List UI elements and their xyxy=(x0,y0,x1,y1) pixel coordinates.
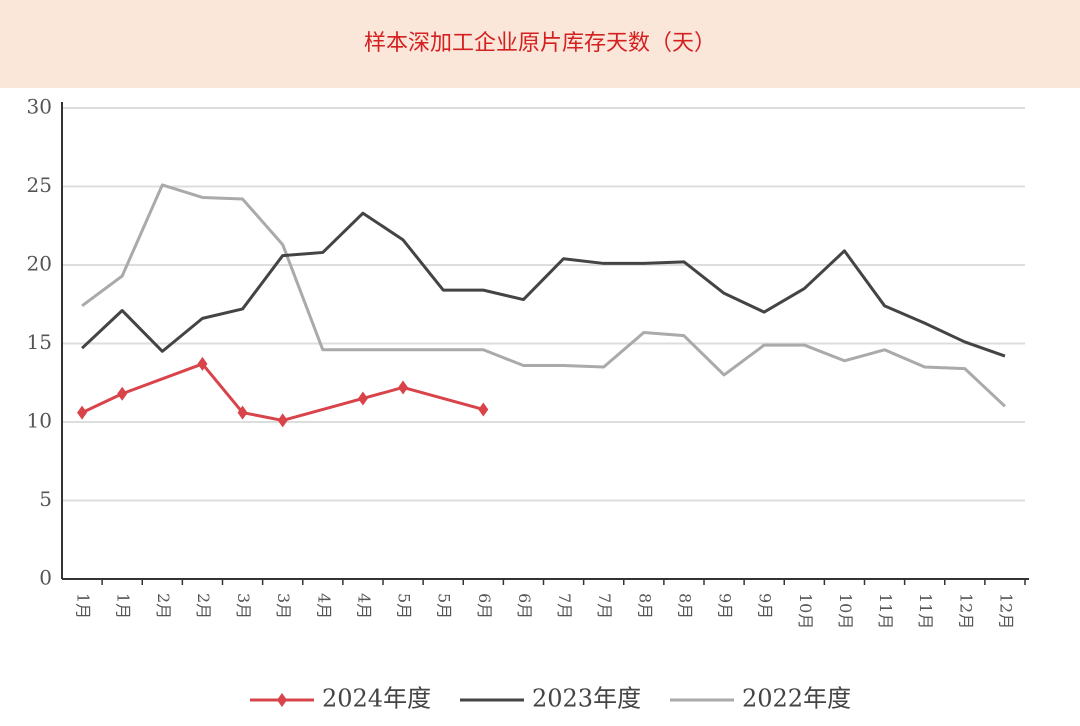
x-tick-label: 9月 xyxy=(756,593,775,619)
y-tick-label: 20 xyxy=(27,252,52,276)
legend-label: 2023年度 xyxy=(532,685,641,713)
legend-label: 2024年度 xyxy=(322,685,431,713)
marker xyxy=(117,386,128,401)
x-tick-label: 10月 xyxy=(836,593,855,629)
marker xyxy=(237,405,248,420)
x-tick-label: 5月 xyxy=(435,593,454,619)
x-tick-label: 7月 xyxy=(555,593,574,619)
x-tick-label: 10月 xyxy=(796,593,815,629)
x-tick-label: 4月 xyxy=(354,593,373,619)
x-tick-label: 5月 xyxy=(395,593,414,619)
y-tick-label: 0 xyxy=(39,566,52,590)
y-tick-label: 25 xyxy=(27,173,52,197)
x-tick-label: 4月 xyxy=(314,593,333,619)
y-tick-label: 5 xyxy=(39,487,52,511)
marker xyxy=(398,380,409,395)
x-tick-label: 12月 xyxy=(996,593,1015,629)
marker xyxy=(357,391,368,406)
x-tick-label: 12月 xyxy=(956,593,975,629)
title-bar xyxy=(0,0,1080,88)
x-tick-label: 3月 xyxy=(234,593,253,619)
x-tick-label: 9月 xyxy=(716,593,735,619)
x-tick-label: 7月 xyxy=(595,593,614,619)
series-line xyxy=(81,183,1006,408)
marker xyxy=(478,402,489,417)
marker xyxy=(77,405,88,420)
marker xyxy=(197,356,208,371)
y-tick-label: 10 xyxy=(27,409,52,433)
chart-title: 样本深加工企业原片库存天数（天） xyxy=(364,31,716,56)
x-tick-label: 6月 xyxy=(515,593,534,619)
legend-label: 2022年度 xyxy=(742,685,851,713)
x-tick-label: 8月 xyxy=(635,593,654,619)
x-tick-label: 2月 xyxy=(154,593,173,619)
x-tick-label: 11月 xyxy=(916,593,935,629)
x-tick-label: 2月 xyxy=(194,593,213,619)
series-line xyxy=(81,211,1006,358)
y-tick-label: 30 xyxy=(27,95,52,119)
series-line xyxy=(81,362,484,422)
x-tick-label: 8月 xyxy=(675,593,694,619)
x-tick-label: 1月 xyxy=(114,593,133,619)
x-tick-label: 6月 xyxy=(475,593,494,619)
x-tick-label: 1月 xyxy=(74,593,93,619)
marker xyxy=(277,413,288,428)
x-tick-label: 11月 xyxy=(876,593,895,629)
legend-marker xyxy=(277,693,287,707)
y-tick-label: 15 xyxy=(27,330,52,354)
x-tick-label: 3月 xyxy=(274,593,293,619)
